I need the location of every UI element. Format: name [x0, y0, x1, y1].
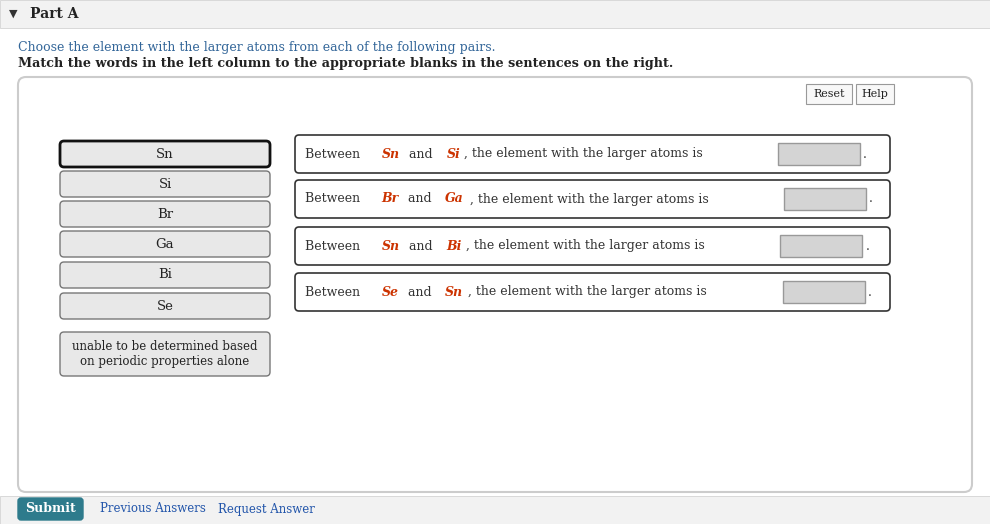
Text: Se: Se — [156, 300, 173, 312]
Text: Previous Answers: Previous Answers — [100, 503, 206, 516]
Text: and: and — [404, 192, 436, 205]
Bar — [0, 0, 990, 28]
Text: Br: Br — [157, 208, 173, 221]
Text: Si: Si — [446, 147, 460, 160]
Text: Sn: Sn — [382, 147, 400, 160]
Text: unable to be determined based: unable to be determined based — [72, 341, 257, 354]
Text: , the element with the larger atoms is: , the element with the larger atoms is — [464, 147, 703, 160]
Text: , the element with the larger atoms is: , the element with the larger atoms is — [466, 239, 705, 253]
Text: Submit: Submit — [25, 503, 75, 516]
Text: Sn: Sn — [156, 147, 174, 160]
Text: Help: Help — [861, 89, 888, 99]
FancyBboxPatch shape — [60, 231, 270, 257]
Text: .: . — [865, 239, 869, 253]
Bar — [784, 188, 865, 210]
Text: .: . — [867, 286, 871, 299]
Bar — [780, 235, 862, 257]
Text: , the element with the larger atoms is: , the element with the larger atoms is — [468, 286, 707, 299]
Text: on periodic properties alone: on periodic properties alone — [80, 355, 249, 367]
Text: Request Answer: Request Answer — [218, 503, 315, 516]
Text: .: . — [868, 192, 872, 205]
FancyBboxPatch shape — [60, 293, 270, 319]
Bar — [782, 281, 864, 303]
Text: Si: Si — [158, 178, 171, 191]
Text: ▼: ▼ — [9, 9, 17, 19]
Bar — [0, 496, 990, 524]
Bar — [806, 84, 852, 104]
FancyBboxPatch shape — [18, 498, 83, 520]
FancyBboxPatch shape — [295, 227, 890, 265]
Text: Choose the element with the larger atoms from each of the following pairs.: Choose the element with the larger atoms… — [18, 40, 496, 53]
Text: Between: Between — [305, 192, 364, 205]
Text: Ga: Ga — [155, 237, 174, 250]
FancyBboxPatch shape — [60, 262, 270, 288]
FancyBboxPatch shape — [18, 77, 972, 492]
Text: Reset: Reset — [813, 89, 844, 99]
Text: Match the words in the left column to the appropriate blanks in the sentences on: Match the words in the left column to th… — [18, 58, 673, 71]
Text: and: and — [405, 147, 437, 160]
Text: Part A: Part A — [30, 7, 78, 21]
Text: , the element with the larger atoms is: , the element with the larger atoms is — [469, 192, 709, 205]
Text: Sn: Sn — [382, 239, 400, 253]
Text: Se: Se — [382, 286, 399, 299]
Text: Between: Between — [305, 286, 364, 299]
Text: and: and — [405, 239, 437, 253]
FancyBboxPatch shape — [60, 332, 270, 376]
Text: Br: Br — [382, 192, 399, 205]
Text: Bi: Bi — [446, 239, 461, 253]
Text: Ga: Ga — [446, 192, 464, 205]
FancyBboxPatch shape — [60, 201, 270, 227]
Bar — [856, 84, 894, 104]
Text: Sn: Sn — [445, 286, 463, 299]
Text: and: and — [404, 286, 436, 299]
Bar — [778, 143, 860, 165]
Text: Bi: Bi — [158, 268, 172, 281]
FancyBboxPatch shape — [295, 273, 890, 311]
FancyBboxPatch shape — [60, 171, 270, 197]
FancyBboxPatch shape — [295, 135, 890, 173]
Text: Between: Between — [305, 239, 364, 253]
Text: Between: Between — [305, 147, 364, 160]
Text: .: . — [863, 147, 867, 160]
FancyBboxPatch shape — [295, 180, 890, 218]
FancyBboxPatch shape — [60, 141, 270, 167]
